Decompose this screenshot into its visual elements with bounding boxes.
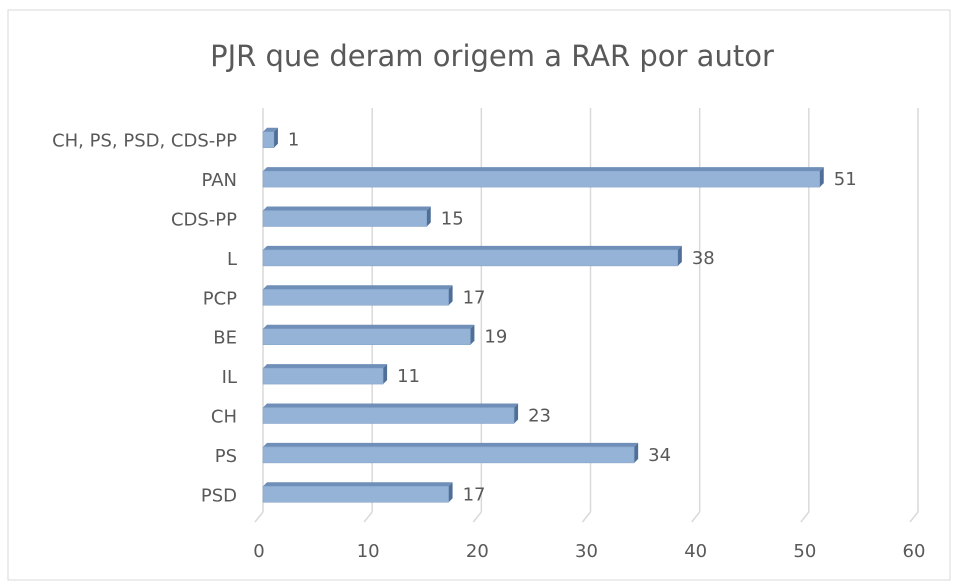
value-label: 11	[397, 366, 420, 387]
x-tick-label: 40	[684, 541, 707, 562]
bar	[262, 131, 275, 148]
bar-side	[383, 364, 388, 385]
bar-side	[448, 482, 453, 503]
bar-top	[263, 285, 453, 290]
y-tick-label: BE	[213, 328, 237, 349]
bar	[262, 446, 635, 464]
bar-top	[263, 127, 278, 132]
bar	[262, 210, 427, 227]
bar-side	[634, 442, 639, 463]
y-tick-label: L	[227, 249, 237, 270]
chart-title: PJR que deram origem a RAR por autor	[210, 39, 774, 73]
x-tick-label: 30	[575, 541, 598, 562]
x-tick-label: 10	[357, 541, 380, 562]
x-tick-label: 60	[903, 541, 926, 562]
grid-floor	[909, 511, 919, 523]
bar-side	[470, 324, 475, 345]
bar-side	[819, 167, 824, 188]
bar	[262, 486, 449, 503]
bar	[262, 289, 449, 306]
bar-top	[263, 442, 639, 447]
bar-side	[448, 285, 453, 306]
grid-floor	[254, 511, 264, 523]
y-tick-label: IL	[222, 367, 237, 388]
y-tick-label: PS	[215, 446, 237, 467]
x-tick-label: 50	[793, 541, 816, 562]
grid-floor	[691, 511, 701, 523]
y-tick-label: PAN	[202, 170, 237, 191]
value-label: 17	[463, 287, 486, 308]
bar-top	[263, 482, 453, 487]
value-label: 51	[834, 169, 857, 190]
bar	[262, 170, 820, 188]
y-tick-label: CH	[211, 407, 237, 428]
grid-floor	[800, 511, 810, 523]
y-tick-label: CH, PS, PSD, CDS-PP	[52, 131, 237, 152]
bar	[262, 367, 384, 385]
y-tick-label: CDS-PP	[171, 210, 237, 231]
bar	[262, 407, 515, 424]
bar-top	[263, 364, 388, 369]
value-label: 19	[484, 327, 507, 348]
bar-side	[273, 127, 278, 148]
bar-top	[263, 403, 519, 408]
chart-frame	[7, 9, 951, 581]
bar-top	[263, 245, 682, 250]
value-label: 38	[692, 248, 715, 269]
bar-top	[263, 167, 824, 172]
bar	[262, 328, 471, 345]
grid-floor	[363, 511, 373, 523]
bar	[262, 249, 679, 267]
y-tick-label: PSD	[201, 485, 237, 506]
y-tick-label: PCP	[203, 288, 237, 309]
grid-floor	[581, 511, 592, 523]
x-tick-label: 20	[466, 541, 489, 562]
value-label: 15	[441, 209, 464, 230]
grid-floor	[472, 511, 482, 523]
bar-top	[263, 324, 475, 329]
value-label: 1	[288, 130, 299, 151]
value-label: 34	[648, 445, 671, 466]
value-label: 17	[463, 484, 486, 505]
bar-side	[514, 403, 519, 424]
bar-top	[263, 206, 431, 211]
bar-side	[426, 206, 431, 227]
bar-side	[677, 245, 682, 266]
value-label: 23	[528, 406, 551, 427]
x-tick-label: 0	[253, 541, 264, 562]
